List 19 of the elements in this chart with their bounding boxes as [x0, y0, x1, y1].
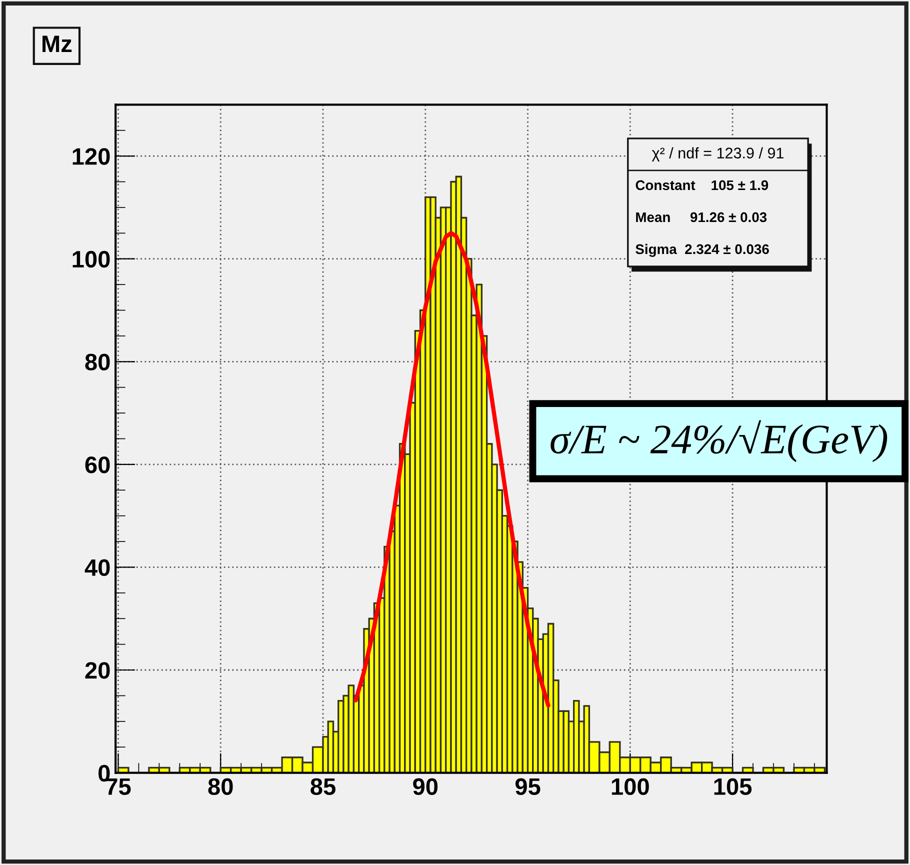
y-tick-label: 120: [72, 148, 110, 165]
y-tick-label: 100: [72, 250, 110, 268]
x-tick-label: 90: [413, 778, 438, 795]
chart-title: Mz: [42, 36, 72, 52]
y-tick-label: 20: [85, 662, 110, 679]
annotation: Mean 91.26 ± 0.03: [636, 212, 767, 222]
x-tick-label: 85: [310, 778, 336, 795]
y-tick-label: 40: [84, 559, 110, 576]
x-tick-label: 80: [208, 778, 233, 795]
annotation: χ² / ndf = 123.9 / 91: [652, 147, 784, 162]
y-tick-label: 80: [85, 354, 110, 370]
annotation: Constant 105 ± 1.9: [636, 180, 768, 190]
annotation: σ/E ~ 24%/√E(GeV): [550, 420, 888, 462]
x-tick-label: 95: [515, 778, 540, 795]
x-tick-label: 105: [714, 778, 752, 795]
x-tick-label: 100: [612, 778, 649, 795]
line-series: [354, 231, 550, 708]
y-tick-label: 60: [85, 456, 110, 474]
annotation: Sigma 2.324 ± 0.036: [636, 244, 769, 257]
